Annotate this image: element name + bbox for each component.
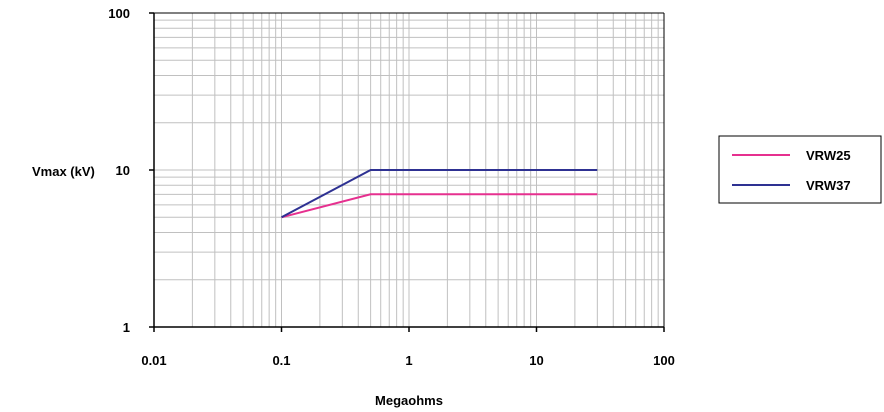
x-tick-label: 1 bbox=[405, 353, 412, 368]
x-tick-label: 10 bbox=[529, 353, 543, 368]
legend-label-vrw25: VRW25 bbox=[806, 148, 851, 163]
legend-box bbox=[718, 135, 882, 204]
series-line-vrw37 bbox=[281, 169, 598, 219]
y-tick-label: 100 bbox=[108, 6, 130, 21]
y-axis-title: Vmax (kV) bbox=[32, 164, 95, 179]
x-tick-label: 0.1 bbox=[272, 353, 290, 368]
legend-label-vrw37: VRW37 bbox=[806, 178, 851, 193]
legend: VRW25 VRW37 bbox=[718, 135, 882, 204]
x-tick-label: 100 bbox=[653, 353, 675, 368]
ticks: 0.01 0.1 1 10 100 1 10 100 bbox=[108, 6, 675, 368]
x-axis-title: Megaohms bbox=[375, 393, 443, 408]
y-tick-label: 1 bbox=[123, 320, 130, 335]
x-tick-label: 0.01 bbox=[141, 353, 166, 368]
y-tick-label: 10 bbox=[116, 163, 130, 178]
series bbox=[281, 169, 598, 219]
series-line-vrw25 bbox=[281, 193, 598, 219]
